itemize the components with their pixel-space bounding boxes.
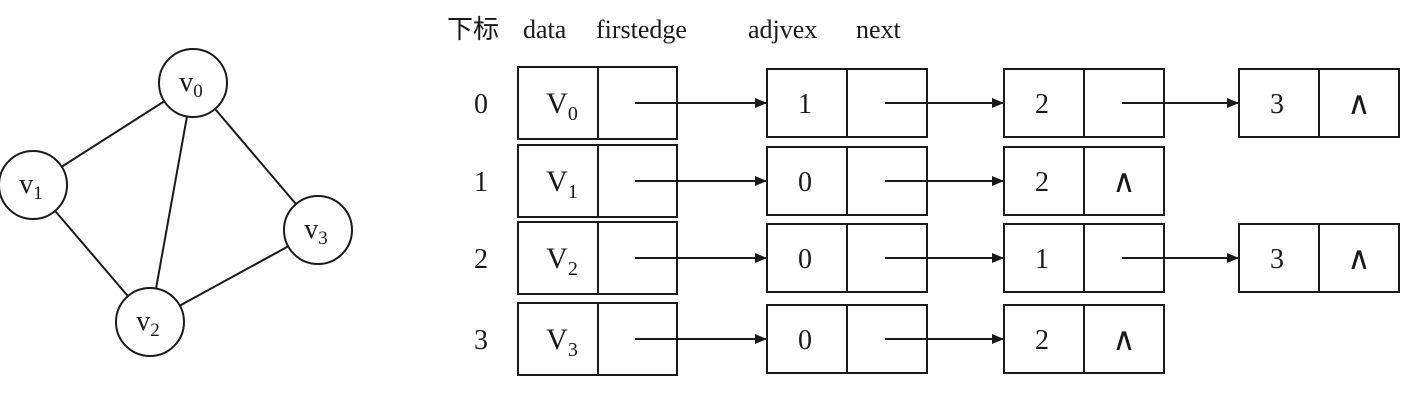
graph-edge-1-2 bbox=[54, 210, 129, 297]
adjvex-cell bbox=[1003, 68, 1085, 138]
vertex-index: 1 bbox=[474, 167, 488, 198]
vertex-row-2: 2 V2 bbox=[474, 221, 678, 295]
adjvex-value: 1 bbox=[1035, 244, 1049, 275]
edge-node: 2 ∧ bbox=[1003, 146, 1165, 216]
null-pointer-symbol: ∧ bbox=[1347, 85, 1370, 121]
node-circle bbox=[158, 48, 228, 118]
edge-node: 0 bbox=[766, 304, 1004, 374]
data-cell bbox=[517, 302, 599, 376]
next-cell bbox=[1318, 223, 1400, 293]
node-circle bbox=[283, 195, 353, 265]
edge-list-0: 1 2 3 ∧ bbox=[635, 68, 1400, 138]
adjvex-value: 3 bbox=[1270, 89, 1284, 120]
vertex-row-0: 0 V0 bbox=[474, 66, 678, 140]
graph-edge-0-1 bbox=[61, 100, 165, 168]
node-label: v0 bbox=[179, 67, 203, 102]
graph-edge-0-2 bbox=[155, 116, 188, 289]
node-label: v1 bbox=[19, 169, 43, 204]
vertex-index: 2 bbox=[474, 244, 488, 275]
null-pointer-symbol: ∧ bbox=[1112, 163, 1135, 199]
adjvex-value: 0 bbox=[798, 167, 812, 198]
adjvex-cell bbox=[766, 68, 848, 138]
vertex-data-label: V0 bbox=[546, 87, 578, 125]
adjvex-cell bbox=[766, 146, 848, 216]
adjvex-cell bbox=[1003, 304, 1085, 374]
graph-node-v0: v0 bbox=[158, 48, 228, 118]
next-cell bbox=[1318, 68, 1400, 138]
adjvex-cell bbox=[766, 304, 848, 374]
adjvex-value: 2 bbox=[1035, 89, 1049, 120]
adjvex-cell bbox=[1238, 223, 1320, 293]
vertex-index: 0 bbox=[474, 89, 488, 120]
vertex-index: 3 bbox=[474, 325, 488, 356]
adjvex-value: 3 bbox=[1270, 244, 1284, 275]
adjvex-value: 1 bbox=[798, 89, 812, 120]
node-circle bbox=[0, 150, 68, 220]
adjvex-cell bbox=[1003, 146, 1085, 216]
vertex-table: 0 V0 1 V1 2 V2 3 V3 bbox=[474, 66, 678, 376]
edge-node: 1 bbox=[1003, 223, 1239, 293]
edge-node: 2 bbox=[1003, 68, 1239, 138]
header-index: 下标 bbox=[447, 15, 499, 44]
edge-node: 0 bbox=[766, 223, 1004, 293]
graph-edges bbox=[54, 100, 297, 307]
next-cell bbox=[1083, 146, 1165, 216]
next-cell bbox=[1083, 304, 1165, 374]
adjvex-value: 0 bbox=[798, 325, 812, 356]
edge-node: 3 ∧ bbox=[1238, 68, 1400, 138]
edge-node: 2 ∧ bbox=[1003, 304, 1165, 374]
adjvex-value: 0 bbox=[798, 244, 812, 275]
adjvex-cell bbox=[766, 223, 848, 293]
header-data: data bbox=[523, 15, 567, 44]
edge-node: 0 bbox=[766, 146, 1004, 216]
node-label: v3 bbox=[304, 214, 328, 249]
null-pointer-symbol: ∧ bbox=[1347, 240, 1370, 276]
adjvex-value: 2 bbox=[1035, 325, 1049, 356]
edge-node: 1 bbox=[766, 68, 1004, 138]
graph-edge-0-3 bbox=[214, 108, 297, 205]
graph-node-v1: v1 bbox=[0, 150, 68, 220]
graph-node-v2: v2 bbox=[115, 287, 185, 357]
header-adjvex: adjvex bbox=[748, 15, 817, 44]
graph-nodes: v0 v1 v2 v3 bbox=[0, 48, 353, 357]
vertex-data-label: V3 bbox=[546, 323, 578, 361]
vertex-data-label: V1 bbox=[546, 165, 578, 203]
adjvex-cell bbox=[1238, 68, 1320, 138]
edge-list-3: 0 2 ∧ bbox=[635, 304, 1165, 374]
edge-list-2: 0 1 3 ∧ bbox=[635, 223, 1400, 293]
vertex-data-label: V2 bbox=[546, 242, 578, 280]
header-firstedge: firstedge bbox=[596, 15, 687, 44]
graph-node-v3: v3 bbox=[283, 195, 353, 265]
graph-edge-2-3 bbox=[179, 245, 289, 307]
edge-node: 3 ∧ bbox=[1238, 223, 1400, 293]
node-label: v2 bbox=[136, 306, 160, 341]
edge-list-1: 0 2 ∧ bbox=[635, 146, 1165, 216]
null-pointer-symbol: ∧ bbox=[1112, 321, 1135, 357]
column-headers: 下标 data firstedge adjvex next bbox=[447, 15, 902, 44]
adjvex-value: 2 bbox=[1035, 167, 1049, 198]
header-next: next bbox=[856, 15, 902, 44]
node-circle bbox=[115, 287, 185, 357]
data-cell bbox=[517, 144, 599, 218]
edge-lists: 1 2 3 ∧0 2 ∧0 1 3 ∧0 2 ∧ bbox=[635, 68, 1400, 374]
